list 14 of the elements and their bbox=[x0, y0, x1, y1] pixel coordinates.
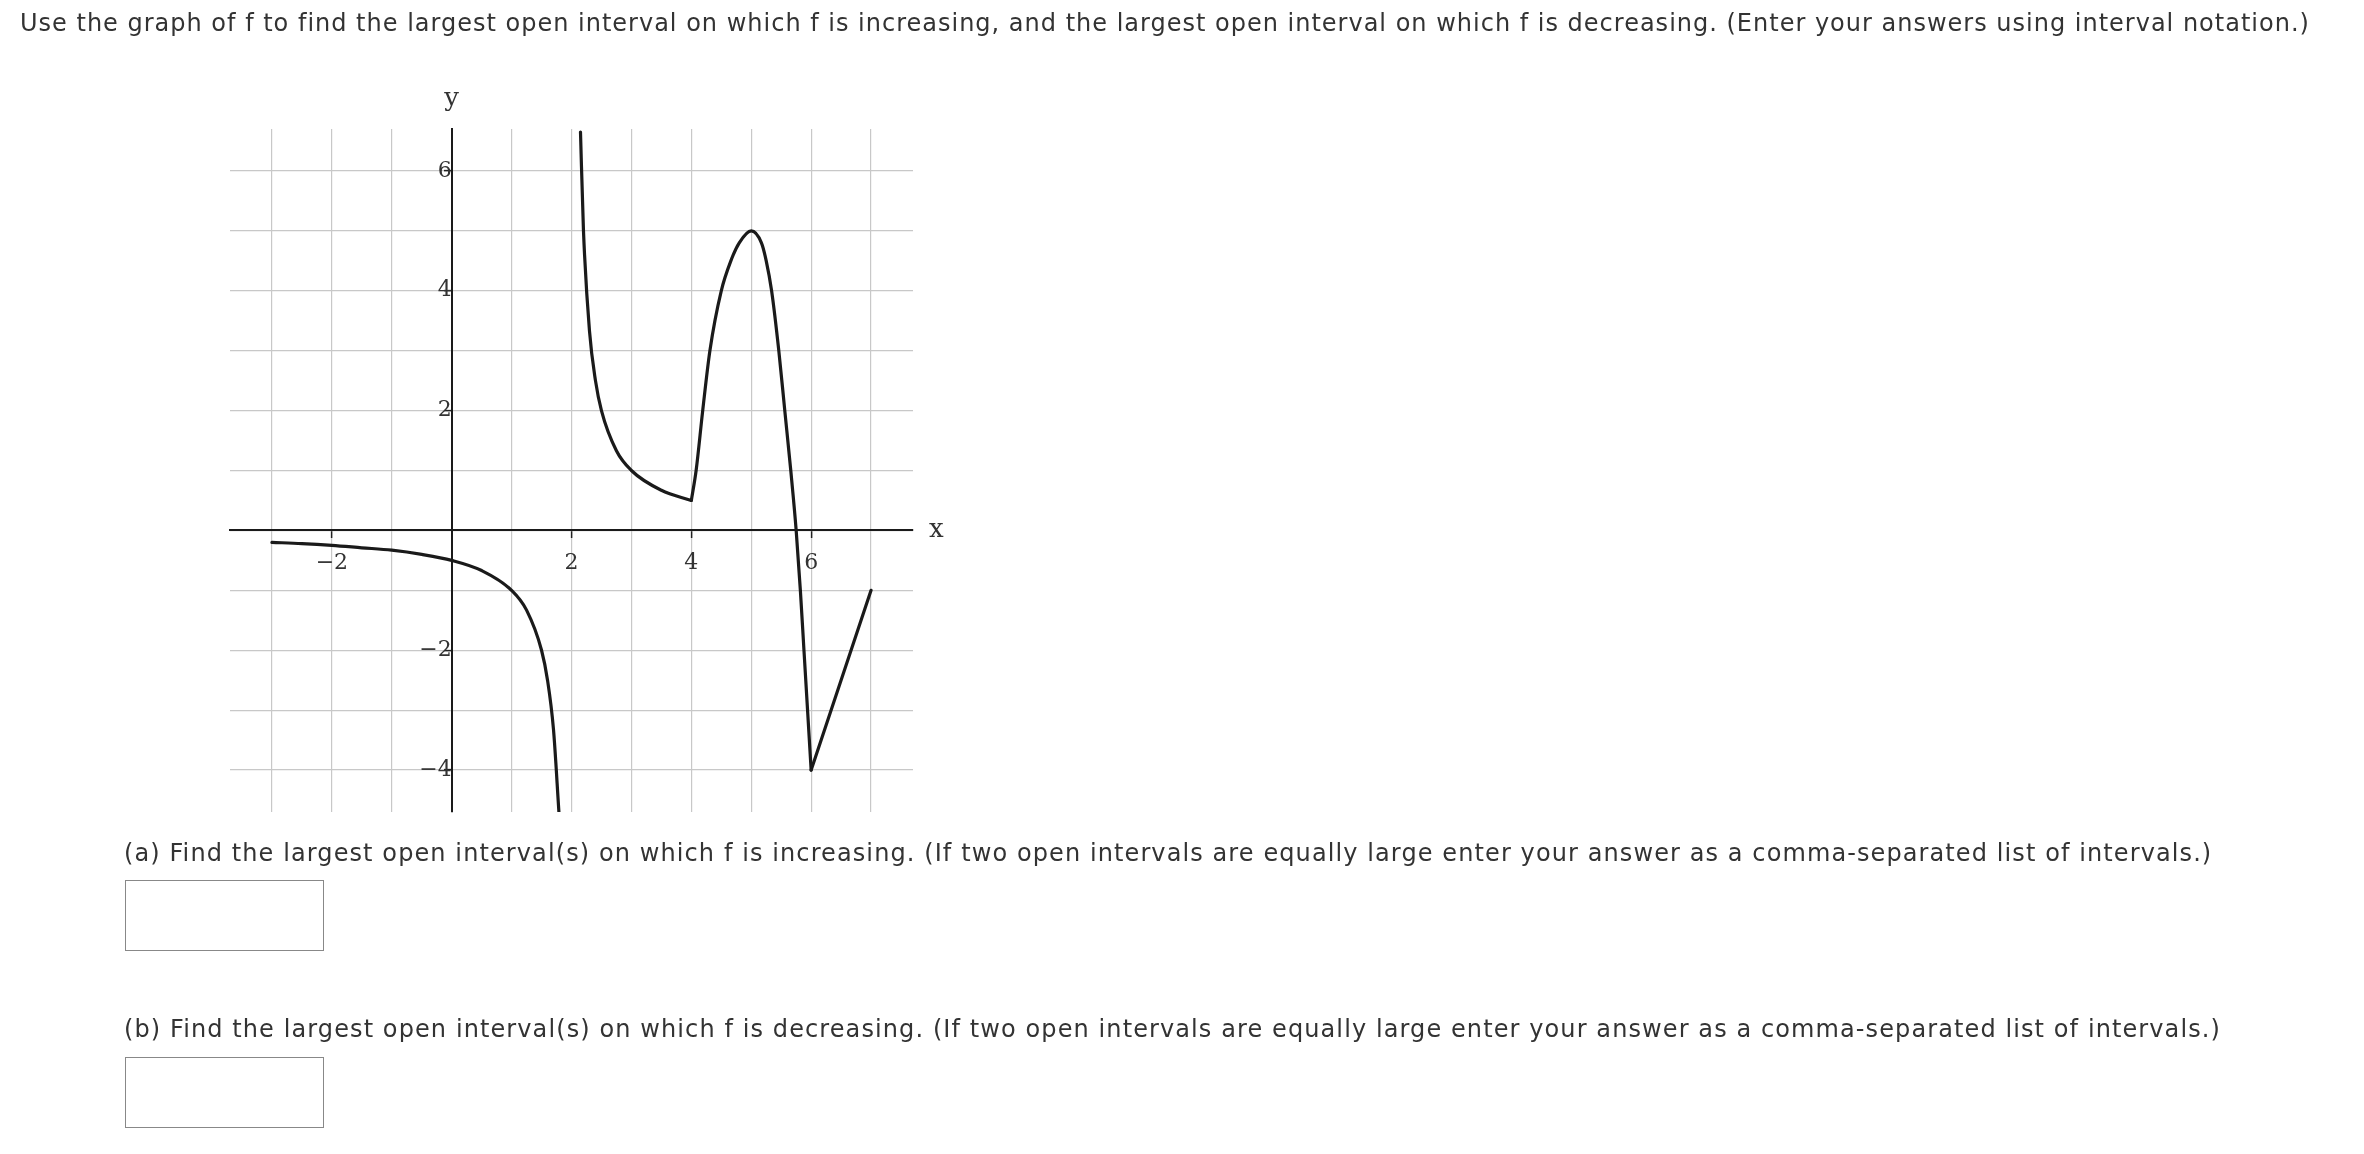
x-tick-label: 2 bbox=[564, 549, 579, 575]
text: (b) Find the largest open interval(s) on which f is decreasing. (If two open intervals are equally large enter your answer as a comma-separated list of intervals.) bbox=[124, 1015, 2221, 1043]
text: (a) Find the largest open interval(s) on which f is increasing. (If two open intervals are equally large enter your answer as a comma-separated list of intervals.) bbox=[124, 839, 2213, 867]
x-tick-label: −2 bbox=[315, 549, 349, 575]
y-axis-title: y bbox=[443, 81, 460, 112]
x-tick-label: 4 bbox=[684, 549, 699, 575]
y-tick-label: −2 bbox=[419, 635, 452, 661]
y-tick-label: 4 bbox=[437, 276, 452, 302]
y-tick-label: 2 bbox=[437, 396, 452, 422]
x-axis-title: x bbox=[929, 513, 944, 544]
text: Use the graph of f to find the largest open interval on which f is increasing, and the largest open interval on which f is decreasing. (Enter your answers using interval notation.) bbox=[20, 9, 2310, 37]
y-tick-label: −4 bbox=[419, 755, 452, 781]
y-tick-label: 6 bbox=[437, 156, 452, 182]
x-tick-label: 6 bbox=[804, 549, 819, 575]
